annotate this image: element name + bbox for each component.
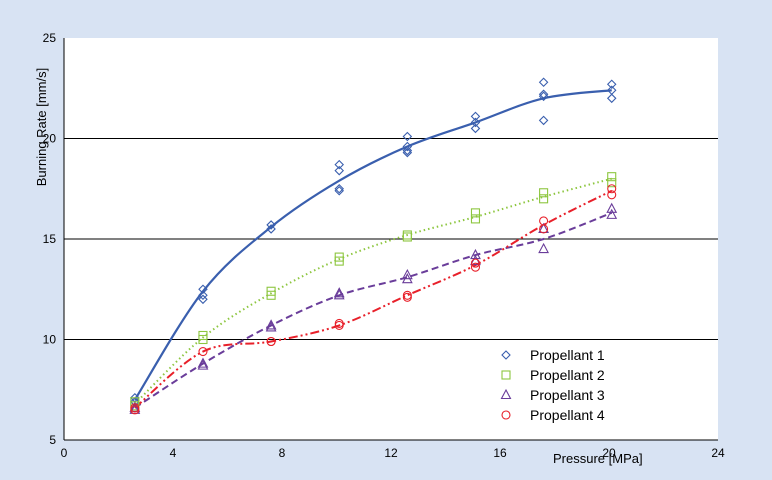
data-point-diamond	[198, 284, 208, 295]
x-tick-label: 0	[61, 446, 68, 460]
x-tick-label: 20	[602, 446, 616, 460]
gridlines	[64, 138, 718, 340]
legend: Propellant 1 Propellant 2 Propellant 3 Prop…	[500, 347, 605, 423]
data-point-square	[607, 178, 617, 188]
y-tick-labels: 5 10 15 20 25	[43, 31, 57, 447]
legend-label: Propellant 3	[530, 387, 605, 403]
data-point-square	[198, 334, 208, 345]
data-point-triangle	[401, 269, 413, 280]
data-point-circle	[470, 258, 481, 268]
legend-label: Propellant 4	[530, 407, 605, 423]
data-point-square	[470, 208, 481, 218]
legend-label: Propellant 1	[530, 347, 605, 363]
data-point-square	[334, 256, 344, 266]
data-point-diamond	[334, 185, 345, 196]
data-point-diamond	[402, 131, 413, 142]
data-point-diamond	[402, 147, 413, 158]
data-point-circle	[198, 347, 208, 357]
data-point-triangle	[265, 321, 277, 332]
data-point-square	[402, 232, 412, 242]
data-point-diamond	[538, 115, 549, 126]
data-point-triangle	[401, 273, 413, 284]
data-point-square	[539, 188, 549, 198]
legend-marker-square	[501, 370, 511, 380]
data-point-triangle	[606, 202, 618, 213]
x-tick-label: 4	[170, 446, 177, 460]
data-point-triangle	[265, 319, 277, 330]
data-point-diamond	[606, 79, 617, 90]
data-point-circle	[470, 262, 481, 272]
x-tick-labels: 0 4 8 12 16 20 24	[61, 446, 725, 460]
data-point-triangle	[470, 254, 481, 266]
y-tick-label: 15	[43, 232, 57, 246]
x-tick-label: 8	[279, 446, 286, 460]
data-point-triangle	[606, 208, 618, 219]
data-point-diamond	[334, 165, 345, 176]
y-tick-label: 10	[43, 333, 57, 347]
data-point-diamond	[266, 220, 276, 230]
y-tick-label: 25	[43, 31, 57, 45]
data-point-diamond	[470, 111, 481, 122]
data-point-circle	[130, 405, 140, 415]
data-point-triangle	[333, 289, 345, 300]
data-point-diamond	[266, 224, 276, 234]
y-tick-label: 20	[43, 132, 57, 146]
data-markers	[129, 77, 618, 415]
y-tick-label: 5	[49, 433, 56, 447]
data-point-diamond	[334, 183, 345, 194]
x-tick-label: 16	[493, 446, 507, 460]
data-point-diamond	[538, 91, 549, 102]
data-point-diamond	[402, 141, 413, 152]
series-line-propellant-4	[134, 189, 613, 409]
data-point-diamond	[334, 159, 345, 170]
data-point-square	[266, 290, 276, 300]
data-point-triangle	[538, 242, 550, 254]
data-point-diamond	[538, 77, 549, 87]
y-axis-title: Burning Rate [mm/s]	[34, 68, 49, 187]
x-tick-label: 12	[384, 446, 398, 460]
data-point-diamond	[198, 294, 208, 305]
legend-label: Propellant 2	[530, 367, 605, 383]
legend-marker-circle	[501, 410, 511, 420]
data-point-diamond	[470, 117, 481, 128]
legend-marker-diamond	[501, 350, 511, 360]
data-point-diamond	[470, 123, 481, 134]
x-axis-title: Pressure [MPa]	[553, 451, 643, 466]
legend-marker-triangle	[500, 388, 512, 400]
data-point-circle	[266, 336, 276, 347]
data-point-circle	[334, 320, 344, 330]
data-point-square	[470, 214, 481, 224]
x-tick-label: 24	[711, 446, 725, 460]
series-line-propellant-3	[134, 211, 613, 409]
data-point-triangle	[197, 357, 209, 368]
data-point-diamond	[198, 290, 208, 301]
data-point-square	[539, 194, 549, 204]
data-point-triangle	[197, 359, 209, 370]
data-point-circle	[539, 224, 549, 234]
data-point-circle	[607, 190, 617, 200]
data-point-square	[607, 172, 617, 182]
data-point-diamond	[402, 145, 413, 156]
data-point-triangle	[333, 287, 345, 298]
data-point-diamond	[606, 93, 617, 104]
data-point-circle	[607, 184, 617, 194]
data-point-diamond	[538, 89, 549, 100]
data-point-circle	[402, 292, 412, 302]
